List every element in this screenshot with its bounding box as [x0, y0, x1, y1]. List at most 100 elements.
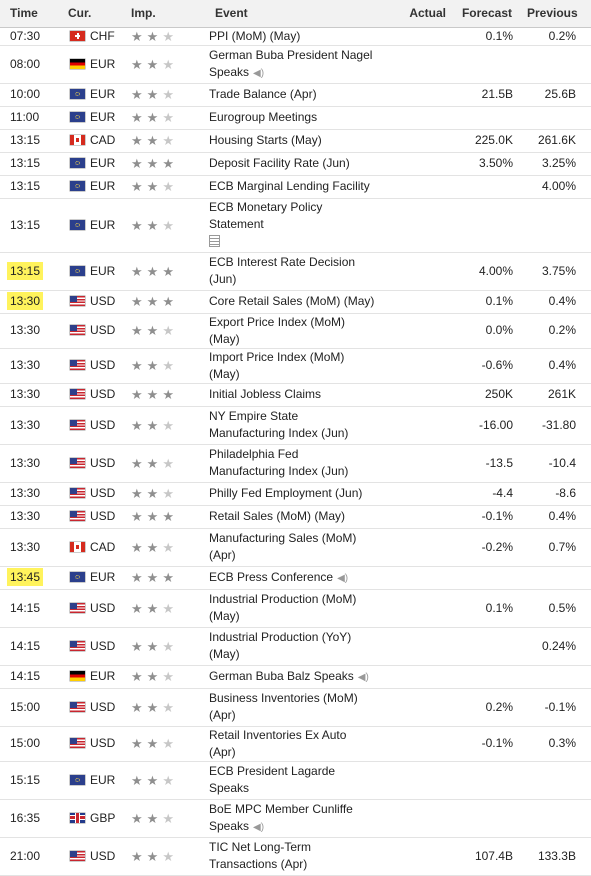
event-time: 13:30: [10, 539, 41, 554]
event-link[interactable]: PPI (MoM) (May): [209, 28, 301, 43]
forecast-cell: -0.1%: [452, 726, 527, 762]
event-cell: Initial Jobless Claims: [203, 383, 380, 407]
table-row[interactable]: 15:15 EUR ★★★ ECB President Lagarde Speaks: [0, 761, 591, 800]
table-row[interactable]: 13:15 EUR ★★★ ECB Monetary Policy Statement: [0, 198, 591, 253]
document-icon: [209, 234, 220, 247]
event-link[interactable]: TIC Net Long-Term Transactions (Apr): [209, 840, 312, 871]
table-row[interactable]: 13:30 USD ★★★ Export Price Index (MoM) (May…: [0, 313, 591, 349]
table-row[interactable]: 13:30 USD ★★★ Retail Sales (MoM) (May) -0.1%…: [0, 505, 591, 529]
event-link[interactable]: ECB Press Conference: [209, 569, 334, 584]
table-row[interactable]: 13:45 EUR ★★★ ECB Press Conference ◀): [0, 566, 591, 590]
importance-stars: ★★★: [123, 45, 203, 84]
star-icon: ★: [131, 263, 147, 279]
event-link[interactable]: Export Price Index (MoM) (May): [209, 314, 346, 346]
time-cell: 13:15: [0, 198, 60, 253]
table-row[interactable]: 13:15 CAD ★★★ Housing Starts (May) 225.0K 261…: [0, 129, 591, 153]
forecast-cell: 4.00%: [452, 252, 527, 291]
star-icon: ★: [162, 263, 178, 279]
event-cell: Trade Balance (Apr): [203, 83, 380, 107]
currency-code: EUR: [90, 56, 116, 71]
event-link[interactable]: Eurogroup Meetings: [209, 110, 318, 124]
event-cell: ECB Marginal Lending Facility: [203, 175, 380, 199]
forecast-cell: -0.2%: [452, 528, 527, 567]
event-link[interactable]: Industrial Production (YoY) (May): [209, 630, 352, 661]
star-icon: ★: [131, 570, 147, 585]
event-link[interactable]: BoE MPC Member Cunliffe Speaks: [209, 801, 353, 833]
table-row[interactable]: 13:15 EUR ★★★ ECB Interest Rate Decision (J…: [0, 252, 591, 291]
table-row[interactable]: 10:00 EUR ★★★ Trade Balance (Apr) 21.5B 25.6B: [0, 83, 591, 107]
event-link[interactable]: German Buba Balz Speaks: [209, 668, 354, 683]
event-link[interactable]: ECB Interest Rate Decision (Jun): [209, 255, 356, 286]
event-time: 14:15: [10, 638, 41, 653]
previous-cell: -8.6: [527, 482, 591, 506]
currency-cell: CHF: [60, 27, 123, 46]
time-header[interactable]: Time: [0, 0, 60, 28]
eu-flag: [70, 112, 85, 122]
star-icon: ★: [162, 539, 178, 555]
event-link[interactable]: Retail Sales (MoM) (May): [209, 509, 346, 523]
currency-header[interactable]: Cur.: [60, 0, 123, 28]
previous-header[interactable]: Previous: [527, 0, 591, 28]
actual-header[interactable]: Actual: [380, 0, 452, 28]
event-time: 15:00: [10, 736, 41, 750]
table-row[interactable]: 13:30 USD ★★★ Philadelphia Fed Manufacturin…: [0, 444, 591, 483]
importance-header[interactable]: Imp.: [123, 0, 203, 28]
event-link[interactable]: Philadelphia Fed Manufacturing Index (Ju…: [209, 447, 349, 478]
event-link[interactable]: German Buba President Nagel Speaks: [209, 47, 373, 79]
currency-cell: USD: [60, 726, 123, 762]
event-link[interactable]: ECB Monetary Policy Statement: [209, 199, 323, 231]
event-link[interactable]: Retail Inventories Ex Auto (Apr): [209, 727, 347, 759]
previous-cell: 0.2%: [527, 27, 591, 46]
table-row[interactable]: 14:15 USD ★★★ Industrial Production (MoM) (…: [0, 589, 591, 628]
star-icon: ★: [162, 28, 178, 44]
importance-stars: ★★★: [123, 383, 203, 407]
table-row[interactable]: 21:00 USD ★★★ TIC Net Long-Term Transaction…: [0, 837, 591, 876]
event-header[interactable]: Event: [203, 0, 380, 28]
time-cell: 08:00: [0, 45, 60, 84]
event-link[interactable]: ECB Marginal Lending Facility: [209, 179, 370, 193]
table-row[interactable]: 13:30 USD ★★★ Initial Jobless Claims 250K 261…: [0, 383, 591, 407]
event-link[interactable]: Core Retail Sales (MoM) (May): [209, 294, 375, 308]
table-row[interactable]: 14:15 USD ★★★ Industrial Production (YoY) (…: [0, 627, 591, 666]
time-cell: 16:35: [0, 799, 60, 838]
event-cell: ECB Interest Rate Decision (Jun): [203, 252, 380, 291]
forecast-cell: 0.1%: [452, 290, 527, 314]
table-row[interactable]: 13:30 CAD ★★★ Manufacturing Sales (MoM) (Ap…: [0, 528, 591, 567]
event-link[interactable]: Manufacturing Sales (MoM) (Apr): [209, 531, 357, 562]
table-row[interactable]: 13:15 EUR ★★★ Deposit Facility Rate (Jun) 3.…: [0, 152, 591, 176]
event-link[interactable]: Deposit Facility Rate (Jun): [209, 156, 350, 170]
event-link[interactable]: Philly Fed Employment (Jun): [209, 486, 363, 500]
forecast-header[interactable]: Forecast: [452, 0, 527, 28]
event-link[interactable]: Initial Jobless Claims: [209, 387, 322, 401]
star-icon: ★: [146, 509, 163, 524]
time-cell: 15:15: [0, 761, 60, 800]
star-icon: ★: [131, 486, 147, 501]
event-link[interactable]: Trade Balance (Apr): [209, 87, 317, 101]
table-row[interactable]: 15:00 USD ★★★ Business Inventories (MoM) (A…: [0, 688, 591, 727]
star-icon: ★: [162, 570, 178, 585]
event-link[interactable]: Import Price Index (MoM) (May): [209, 349, 345, 381]
importance-stars: ★★★: [123, 290, 203, 314]
event-link[interactable]: ECB President Lagarde Speaks: [209, 764, 336, 795]
table-row[interactable]: 11:00 EUR ★★★ Eurogroup Meetings: [0, 106, 591, 130]
table-row[interactable]: 15:00 USD ★★★ Retail Inventories Ex Auto (A…: [0, 726, 591, 762]
star-icon: ★: [146, 217, 163, 233]
eu-flag: [70, 774, 85, 785]
table-row[interactable]: 13:15 EUR ★★★ ECB Marginal Lending Facility…: [0, 175, 591, 199]
table-row[interactable]: 13:30 USD ★★★ Import Price Index (MoM) (May…: [0, 348, 591, 384]
event-link[interactable]: Business Inventories (MoM) (Apr): [209, 691, 358, 722]
event-link[interactable]: Industrial Production (MoM) (May): [209, 592, 357, 623]
table-row[interactable]: 13:30 USD ★★★ NY Empire State Manufacturing…: [0, 406, 591, 445]
table-row[interactable]: 08:00 EUR ★★★ German Buba President Nagel S…: [0, 45, 591, 84]
table-row[interactable]: 07:30 CHF ★★★ PPI (MoM) (May) 0.1% 0.2%: [0, 27, 591, 46]
event-time: 13:15: [10, 133, 41, 147]
previous-cell: 0.24%: [527, 627, 591, 666]
table-row[interactable]: 14:15 EUR ★★★ German Buba Balz Speaks ◀): [0, 665, 591, 689]
us-flag: [70, 325, 85, 335]
table-row[interactable]: 16:35 GBP ★★★ BoE MPC Member Cunliffe Speak…: [0, 799, 591, 838]
event-link[interactable]: NY Empire State Manufacturing Index (Jun…: [209, 409, 349, 440]
event-link[interactable]: Housing Starts (May): [209, 133, 322, 147]
table-row[interactable]: 13:30 USD ★★★ Philly Fed Employment (Jun) -4…: [0, 482, 591, 506]
importance-stars: ★★★: [123, 566, 203, 590]
table-row[interactable]: 13:30 USD ★★★ Core Retail Sales (MoM) (May)…: [0, 290, 591, 314]
